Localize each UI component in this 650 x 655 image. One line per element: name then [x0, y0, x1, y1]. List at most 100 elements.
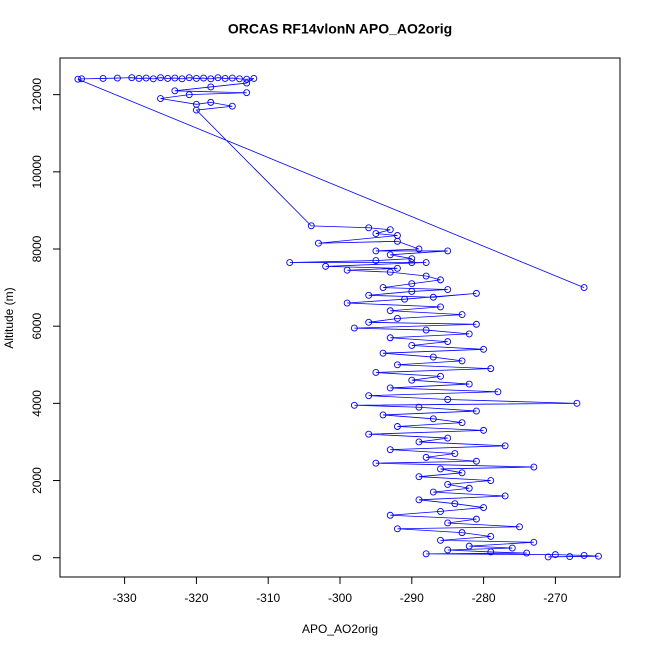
data-point: [472, 407, 480, 415]
data-point: [315, 239, 322, 247]
data-point: [135, 75, 143, 82]
data-point: [365, 392, 373, 400]
data-point: [207, 75, 215, 83]
data-point: [372, 459, 380, 467]
data-point: [350, 401, 358, 409]
data-point: [422, 272, 430, 280]
data-point: [530, 463, 538, 471]
data-point: [365, 430, 373, 438]
data-point: [444, 396, 452, 403]
y-tick-label: 12000: [30, 78, 44, 112]
data-point: [501, 492, 509, 500]
data-point: [372, 247, 380, 255]
x-tick-label: -270: [543, 591, 567, 605]
data-point: [128, 74, 136, 82]
data-line: [77, 77, 599, 558]
data-point: [228, 102, 236, 110]
data-point: [551, 551, 559, 559]
y-tick-label: 0: [30, 554, 44, 561]
data-point: [214, 74, 222, 82]
data-point: [580, 551, 588, 559]
data-point: [472, 289, 480, 297]
data-point: [465, 380, 473, 388]
data-point: [415, 496, 423, 504]
y-tick-label: 4000: [30, 390, 44, 417]
data-point: [508, 544, 516, 552]
data-point: [207, 98, 215, 106]
data-point: [200, 74, 208, 82]
data-point: [501, 442, 509, 450]
data-point: [379, 284, 387, 292]
data-point: [472, 320, 480, 328]
data-point: [78, 75, 85, 83]
data-point: [228, 74, 236, 82]
data-point: [393, 237, 401, 245]
y-tick-label: 10000: [30, 155, 44, 189]
data-point: [544, 553, 552, 561]
data-point: [429, 293, 437, 301]
data-point: [415, 473, 423, 481]
data-point: [350, 324, 358, 332]
data-point: [401, 295, 409, 303]
data-point: [171, 87, 179, 95]
data-point: [465, 542, 473, 550]
y-tick-label: 2000: [30, 467, 44, 494]
data-point: [408, 280, 416, 288]
data-point: [149, 75, 157, 83]
data-point: [408, 342, 416, 349]
x-tick-label: -290: [400, 591, 424, 605]
data-point: [343, 299, 351, 307]
data-point: [444, 480, 452, 488]
data-point: [365, 318, 373, 326]
data-point: [480, 345, 488, 353]
data-point: [372, 257, 380, 265]
data-point: [99, 75, 107, 82]
data-point: [566, 553, 574, 560]
x-tick-label: -310: [256, 591, 280, 605]
data-point: [444, 546, 452, 554]
data-point: [171, 74, 179, 82]
data-point: [386, 226, 394, 234]
data-point: [437, 507, 444, 515]
data-point: [243, 79, 251, 87]
data-point: [386, 384, 394, 392]
data-point: [429, 488, 437, 496]
data-point: [393, 525, 401, 533]
data-point: [408, 259, 416, 266]
data-point: [386, 334, 394, 342]
y-tick-label: 8000: [30, 235, 44, 262]
data-point: [386, 251, 394, 259]
data-point: [393, 264, 401, 272]
plot-frame: [59, 57, 621, 578]
data-point: [458, 529, 466, 537]
data-point: [408, 376, 416, 384]
data-point: [379, 411, 387, 419]
data-point: [444, 286, 452, 293]
data-point: [372, 369, 380, 376]
data-point: [487, 548, 495, 556]
data-point: [243, 75, 251, 83]
data-point: [415, 403, 423, 411]
data-point: [393, 361, 401, 369]
data-point: [480, 426, 488, 434]
chart-title: ORCAS RF14vlonN APO_AO2orig: [228, 21, 452, 37]
data-point: [444, 434, 452, 442]
data-point: [465, 330, 473, 338]
data-point: [494, 388, 502, 396]
data-point: [207, 83, 215, 91]
data-point: [415, 245, 423, 253]
data-point: [343, 266, 351, 274]
data-point: [221, 75, 229, 82]
x-tick-label: -300: [328, 591, 352, 605]
data-point: [178, 75, 186, 83]
data-point: [113, 74, 121, 82]
data-point: [451, 450, 459, 457]
data-point: [458, 419, 466, 427]
data-point: [437, 303, 444, 311]
data-point: [307, 222, 315, 230]
x-tick-label: -330: [113, 591, 137, 605]
data-point: [487, 533, 495, 540]
data-point: [422, 326, 430, 334]
data-point: [386, 511, 394, 519]
